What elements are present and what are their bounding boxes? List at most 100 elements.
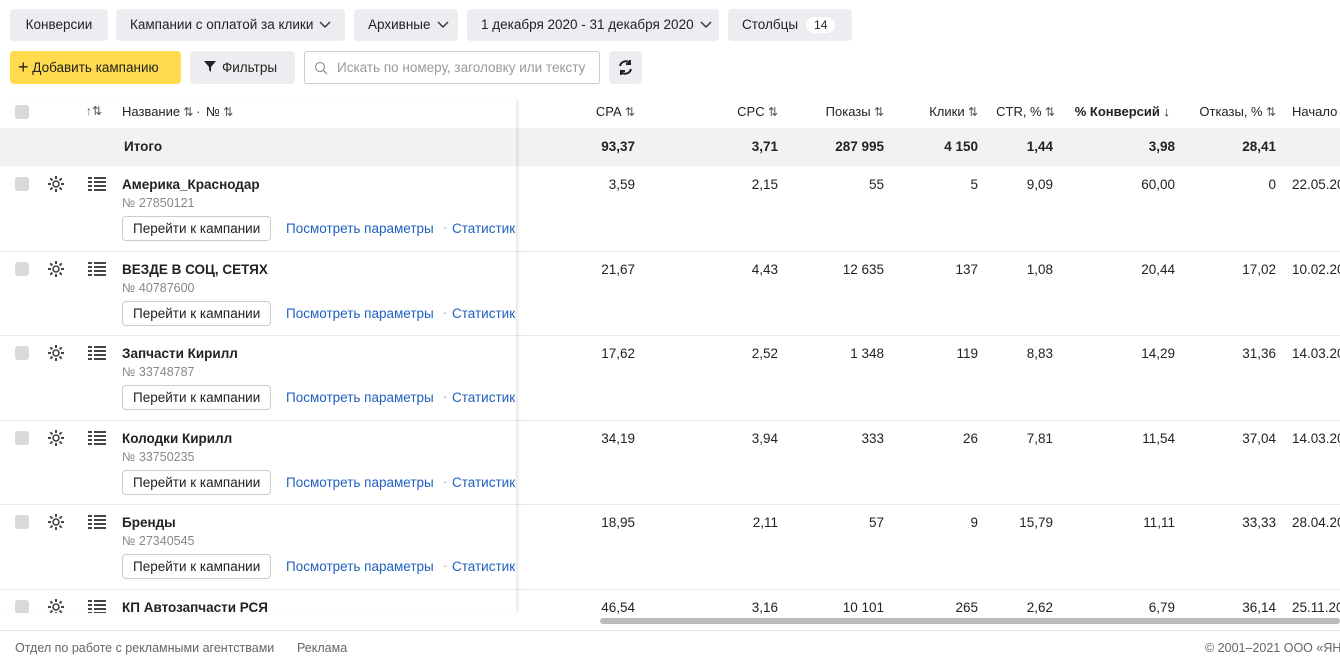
cell-value: 3,59: [608, 177, 635, 192]
row-checkbox[interactable]: [15, 177, 29, 191]
params-link[interactable]: Посмотреть параметры: [286, 305, 434, 321]
list-icon[interactable]: [88, 346, 106, 363]
cell-value: 12 635: [842, 261, 884, 277]
campaign-name[interactable]: Колодки Кирилл: [122, 430, 233, 446]
cell-value: 6,79: [1148, 599, 1175, 615]
add-label: Добавить кампанию: [32, 60, 159, 75]
campaign-name[interactable]: Америка_Краснодар: [122, 177, 260, 192]
cell-value: 2,15: [751, 177, 778, 192]
row-checkbox[interactable]: [15, 599, 29, 613]
goto-button[interactable]: Перейти к кампании: [122, 385, 272, 410]
cell-value: 14,29: [1141, 346, 1175, 361]
campaign-number: № 33750235: [122, 449, 195, 464]
search-input[interactable]: Искать по номеру, заголовку или тексту: [304, 51, 600, 84]
footer-link[interactable]: Реклама: [297, 641, 348, 655]
row-divider: [0, 504, 1340, 505]
column-header[interactable]: CPC: [737, 104, 778, 119]
params-link[interactable]: Посмотреть параметры: [286, 390, 434, 405]
stats-link[interactable]: Статистика: [452, 390, 516, 405]
goto-button[interactable]: Перейти к кампании: [122, 216, 272, 241]
column-header[interactable]: % Конверсий: [1075, 104, 1170, 119]
cell-value: 8,83: [1026, 346, 1053, 361]
columns-label: Столбцы: [742, 17, 799, 32]
filter-label: Архивные: [368, 17, 431, 32]
list-icon[interactable]: [88, 515, 106, 532]
row-checkbox[interactable]: [15, 346, 29, 360]
column-header[interactable]: CPA: [596, 104, 635, 119]
add-campaign-button[interactable]: + Добавить кампанию: [10, 51, 181, 84]
list-icon[interactable]: [88, 261, 106, 279]
campaign-number: № 40787600: [122, 280, 195, 295]
column-header[interactable]: CTR, %: [996, 104, 1055, 119]
cell-value: 28.04.20: [1292, 515, 1340, 530]
refresh-button[interactable]: [609, 51, 642, 84]
row-checkbox[interactable]: [15, 430, 29, 445]
column-header[interactable]: Отказы, %: [1199, 104, 1276, 119]
settings-icon[interactable]: [47, 260, 65, 281]
params-link[interactable]: Посмотреть параметры: [286, 559, 434, 574]
cell-value: 265: [955, 599, 978, 615]
link-separator: ·: [443, 474, 448, 489]
settings-icon[interactable]: [47, 598, 65, 613]
cell-value: 18,95: [601, 515, 635, 530]
columns-count: 14: [806, 17, 836, 33]
cell-value: 11,54: [1142, 430, 1175, 446]
total-row: [0, 128, 1340, 166]
settings-icon[interactable]: [47, 175, 65, 196]
cell-value: 9,09: [1026, 177, 1053, 192]
filter-button[interactable]: Конверсии: [10, 9, 108, 41]
columns-button[interactable]: Столбцы 14: [728, 9, 852, 41]
name-header[interactable]: Название: [122, 104, 193, 119]
settings-icon[interactable]: [47, 344, 65, 365]
campaign-number: № 33748787: [122, 365, 195, 379]
goto-button[interactable]: Перейти к кампании: [122, 469, 272, 495]
stats-link[interactable]: Статистика: [452, 305, 516, 321]
column-header[interactable]: Начало: [1292, 104, 1338, 119]
filters-button[interactable]: Фильтры: [190, 51, 295, 84]
goto-button[interactable]: Перейти к кампании: [122, 300, 272, 326]
params-link[interactable]: Посмотреть параметры: [286, 474, 434, 490]
cell-value: 20,44: [1141, 261, 1175, 277]
cell-value: 0: [1268, 177, 1276, 192]
goto-button[interactable]: Перейти к кампании: [122, 554, 272, 579]
cell-value: 37,04: [1242, 430, 1276, 446]
list-icon[interactable]: [88, 177, 106, 194]
campaign-number: № 27340545: [122, 534, 195, 548]
row-checkbox[interactable]: [15, 515, 29, 529]
link-separator: ·: [443, 390, 448, 404]
campaign-name[interactable]: Запчасти Кирилл: [122, 346, 238, 361]
row-divider: [0, 250, 1340, 252]
total-value: 28,41: [1242, 139, 1276, 154]
stats-link[interactable]: Статистика: [452, 559, 516, 574]
list-icon[interactable]: [88, 430, 106, 448]
row-divider: [0, 335, 1340, 336]
filter-button[interactable]: Архивные: [354, 9, 458, 41]
cell-value: 17,62: [601, 346, 635, 361]
sort-icon[interactable]: ↑⇅: [86, 104, 103, 118]
filter-button[interactable]: Кампании с оплатой за клики: [116, 9, 345, 41]
settings-icon[interactable]: [47, 429, 65, 450]
stats-link[interactable]: Статистика: [452, 474, 516, 490]
footer-link[interactable]: Отдел по работе с рекламными агентствами: [15, 641, 275, 655]
column-header[interactable]: Показы: [826, 104, 884, 119]
row-checkbox[interactable]: [15, 261, 29, 276]
params-link[interactable]: Посмотреть параметры: [286, 221, 434, 236]
filters-label: Фильтры: [222, 60, 278, 75]
campaign-name[interactable]: КП Автозапчасти РСЯ: [122, 599, 268, 614]
stats-link[interactable]: Статистика: [452, 221, 516, 236]
campaign-name[interactable]: ВЕЗДЕ В СОЦ, СЕТЯХ: [122, 261, 268, 277]
filter-button[interactable]: 1 декабря 2020 - 31 декабря 2020: [467, 9, 719, 41]
campaign-name[interactable]: Бренды: [122, 515, 176, 530]
cell-value: 31,36: [1242, 346, 1276, 361]
settings-icon[interactable]: [47, 513, 65, 534]
cell-value: 10.02.20: [1292, 261, 1340, 277]
scrollbar[interactable]: [600, 618, 1340, 624]
cell-value: 15,79: [1019, 515, 1053, 530]
list-icon[interactable]: [88, 599, 106, 613]
column-header[interactable]: Клики: [929, 104, 978, 119]
cell-value: 21,67: [601, 261, 635, 277]
number-header[interactable]: №: [206, 104, 233, 119]
header-checkbox[interactable]: [15, 105, 29, 119]
cell-value: 2,11: [752, 515, 778, 530]
cell-value: 333: [861, 430, 884, 446]
